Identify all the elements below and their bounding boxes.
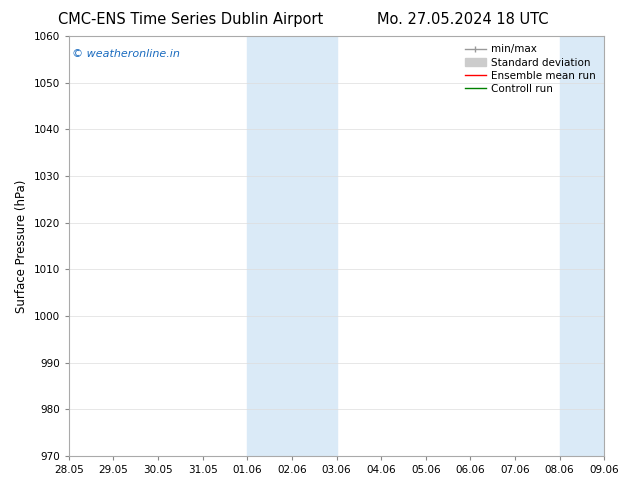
Title: CMC-ENS Time Series Dublin Airport      Mo. 27.05.2024 18 UTC: CMC-ENS Time Series Dublin Airport Mo. 2… [0,489,1,490]
Text: © weatheronline.in: © weatheronline.in [72,49,179,59]
Legend: min/max, Standard deviation, Ensemble mean run, Controll run: min/max, Standard deviation, Ensemble me… [462,41,599,97]
Text: Mo. 27.05.2024 18 UTC: Mo. 27.05.2024 18 UTC [377,12,548,27]
Text: CMC-ENS Time Series Dublin Airport: CMC-ENS Time Series Dublin Airport [58,12,323,27]
Y-axis label: Surface Pressure (hPa): Surface Pressure (hPa) [15,179,28,313]
Bar [560,36,604,456]
Bar [247,36,337,456]
